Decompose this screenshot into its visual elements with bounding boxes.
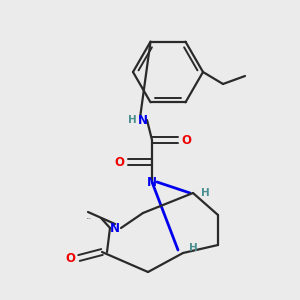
Text: N: N (138, 113, 148, 127)
Text: N: N (147, 176, 157, 188)
Text: O: O (65, 251, 75, 265)
Text: H: H (201, 188, 209, 198)
Text: methyl: methyl (87, 218, 92, 219)
Text: O: O (181, 134, 191, 146)
Text: O: O (114, 155, 124, 169)
Text: H: H (189, 243, 197, 253)
Text: H: H (128, 115, 136, 125)
Text: N: N (110, 221, 120, 235)
